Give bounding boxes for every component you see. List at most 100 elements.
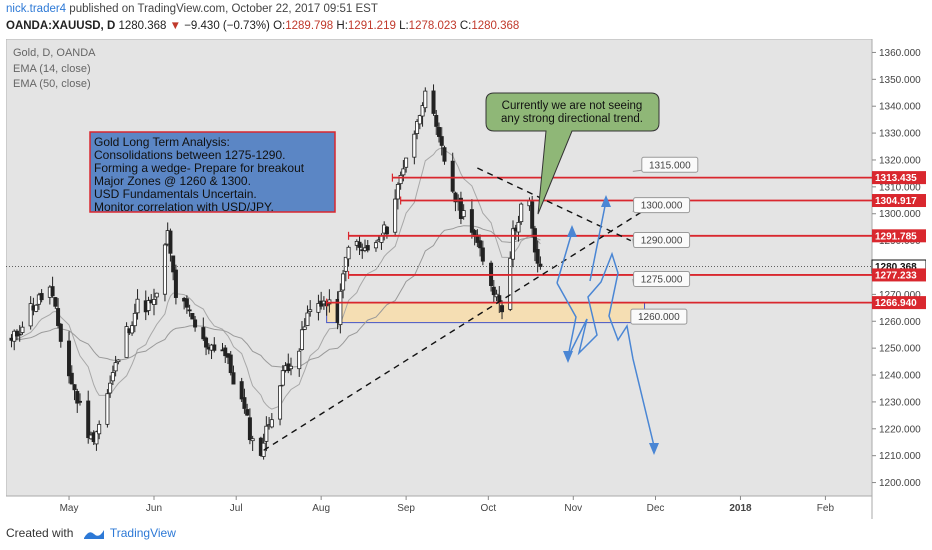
candle[interactable] xyxy=(223,347,228,357)
candle[interactable] xyxy=(250,438,255,442)
candle[interactable] xyxy=(171,255,176,273)
analysis-note[interactable]: Gold Long Term Analysis: Consolidations … xyxy=(89,131,336,214)
candle[interactable] xyxy=(113,362,118,372)
level-price-tag[interactable] xyxy=(872,194,926,208)
candle[interactable] xyxy=(384,226,389,235)
candle[interactable] xyxy=(201,327,206,340)
callout-note[interactable]: Currently we are not seeing any strong d… xyxy=(485,92,660,215)
projection-arrow-3[interactable] xyxy=(589,200,607,282)
tradingview-link[interactable]: TradingView xyxy=(109,526,176,540)
candle[interactable] xyxy=(28,303,33,327)
candle[interactable] xyxy=(278,385,283,420)
candle[interactable] xyxy=(412,133,417,158)
candle[interactable] xyxy=(184,298,189,308)
candle[interactable] xyxy=(86,400,91,439)
candle[interactable] xyxy=(212,344,217,351)
candle[interactable] xyxy=(510,228,515,260)
candle[interactable] xyxy=(442,147,447,162)
candle[interactable] xyxy=(72,384,77,391)
candle[interactable] xyxy=(187,309,192,312)
candle[interactable] xyxy=(532,228,537,253)
candle[interactable] xyxy=(338,290,343,326)
candle[interactable] xyxy=(357,241,362,248)
candle[interactable] xyxy=(516,222,521,233)
candle[interactable] xyxy=(305,312,310,326)
candle[interactable] xyxy=(401,168,406,176)
candle[interactable] xyxy=(173,269,178,298)
level-price-tag[interactable] xyxy=(872,229,926,243)
callout-bubble[interactable] xyxy=(485,92,660,215)
candle[interactable] xyxy=(289,365,294,370)
candle[interactable] xyxy=(39,293,44,301)
candle[interactable] xyxy=(415,121,420,134)
level-price-tag[interactable] xyxy=(872,268,926,282)
candle[interactable] xyxy=(162,244,167,295)
legend-symbol[interactable]: Gold, D, OANDA xyxy=(13,47,96,59)
candle[interactable] xyxy=(97,423,102,435)
candle[interactable] xyxy=(346,246,351,260)
candle[interactable] xyxy=(480,247,485,262)
candle[interactable] xyxy=(434,115,439,127)
candle[interactable] xyxy=(231,372,236,385)
candle[interactable] xyxy=(341,273,346,291)
candle[interactable] xyxy=(20,326,25,333)
ema-14-line[interactable] xyxy=(11,147,541,410)
candle[interactable] xyxy=(420,105,425,117)
support-zone[interactable] xyxy=(326,301,646,324)
candle[interactable] xyxy=(58,323,63,342)
candle[interactable] xyxy=(500,305,505,313)
candle[interactable] xyxy=(308,309,313,313)
candle[interactable] xyxy=(239,381,244,400)
candle[interactable] xyxy=(110,372,115,382)
candle[interactable] xyxy=(17,333,22,336)
candle[interactable] xyxy=(469,209,474,233)
candle[interactable] xyxy=(204,337,209,348)
candle[interactable] xyxy=(373,242,378,249)
candle[interactable] xyxy=(365,245,370,251)
candle[interactable] xyxy=(247,417,252,441)
level-price-tag[interactable] xyxy=(872,171,926,185)
chart-frame[interactable]: Gold Long Term Analysis: Consolidations … xyxy=(5,38,927,519)
wedge-support-line[interactable] xyxy=(263,207,648,451)
price-chart[interactable]: Gold Long Term Analysis: Consolidations … xyxy=(5,38,927,519)
candle[interactable] xyxy=(269,419,274,428)
candle[interactable] xyxy=(264,425,269,442)
ema-50-line[interactable] xyxy=(11,225,541,368)
candle[interactable] xyxy=(393,198,398,233)
candle[interactable] xyxy=(478,240,483,249)
candle[interactable] xyxy=(56,308,61,326)
candle[interactable] xyxy=(228,354,233,374)
projection-arrows[interactable] xyxy=(556,195,659,455)
candle[interactable] xyxy=(280,370,285,386)
candle[interactable] xyxy=(530,201,535,229)
candle[interactable] xyxy=(297,350,302,370)
target-tag[interactable] xyxy=(633,271,691,288)
candle[interactable] xyxy=(75,391,80,404)
projection-arrow-2[interactable] xyxy=(556,231,573,284)
candle[interactable] xyxy=(461,210,466,218)
candle[interactable] xyxy=(439,136,444,146)
level-price-tag[interactable] xyxy=(872,296,926,310)
time-axis[interactable] xyxy=(6,496,872,519)
candle[interactable] xyxy=(423,90,428,109)
candle[interactable] xyxy=(116,359,121,363)
candle[interactable] xyxy=(535,249,540,264)
candle[interactable] xyxy=(316,303,321,313)
candle[interactable] xyxy=(151,299,156,305)
candle[interactable] xyxy=(245,409,250,416)
plot-area[interactable] xyxy=(5,38,873,497)
candle[interactable] xyxy=(130,325,135,334)
candle[interactable] xyxy=(431,90,436,114)
projection-arrow-1[interactable] xyxy=(556,251,655,447)
candle[interactable] xyxy=(53,297,58,307)
candle[interactable] xyxy=(69,372,74,385)
candle[interactable] xyxy=(417,115,422,125)
legend-ema50[interactable]: EMA (50, close) xyxy=(13,78,91,90)
candle[interactable] xyxy=(453,192,458,203)
candle[interactable] xyxy=(132,312,137,327)
target-tag[interactable] xyxy=(633,232,691,249)
candle[interactable] xyxy=(168,230,173,254)
candle[interactable] xyxy=(124,326,129,358)
analysis-box[interactable] xyxy=(89,131,336,213)
candle[interactable] xyxy=(242,397,247,409)
